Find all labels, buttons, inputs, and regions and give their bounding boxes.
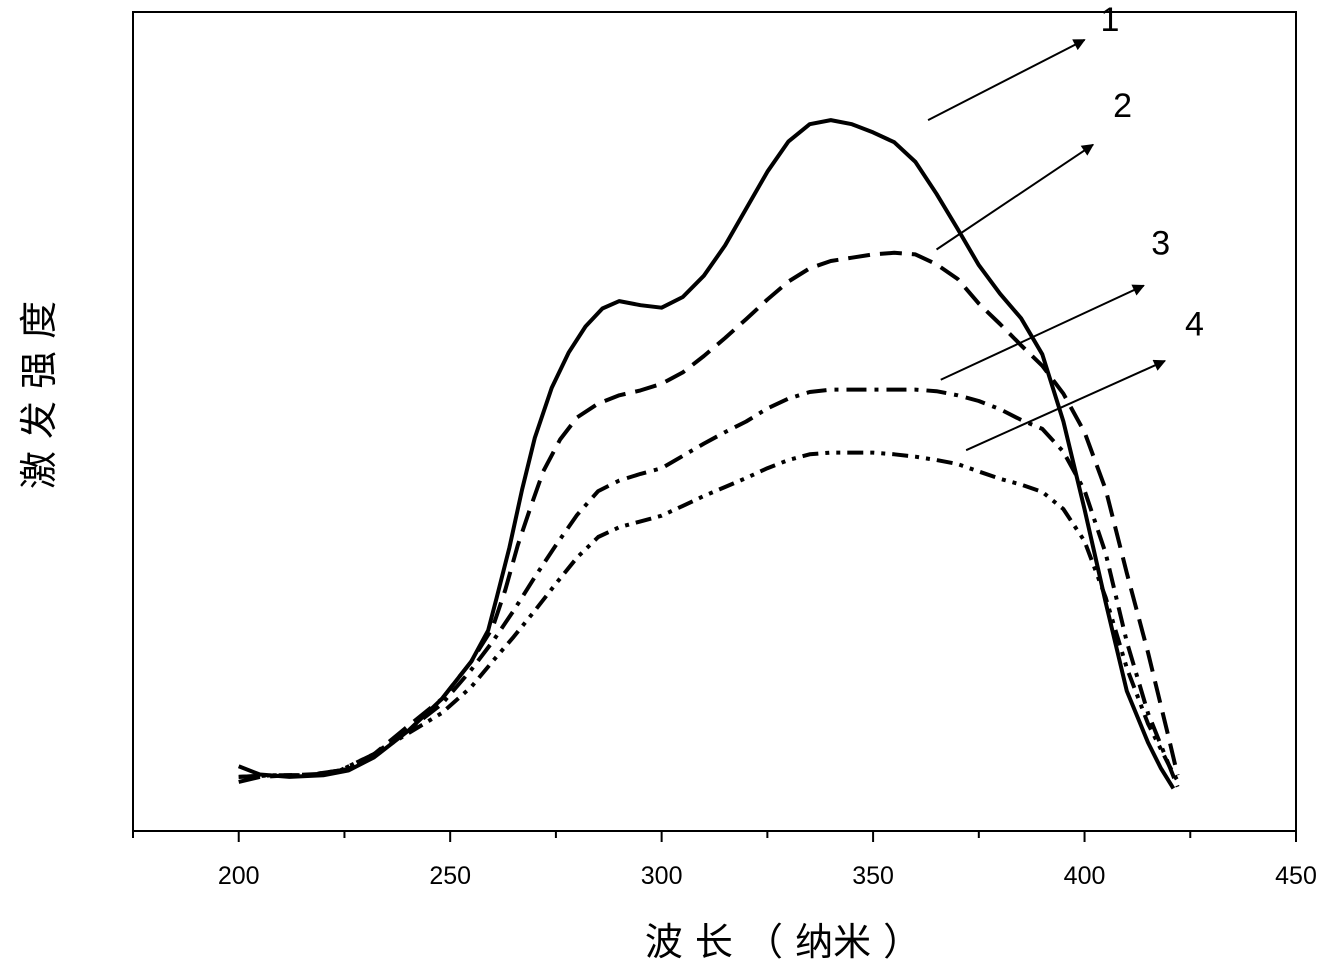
series-line-2 [239,253,1178,782]
x-axis-ticks [133,831,1296,842]
x-tick-label: 450 [1275,862,1317,890]
x-axis-tick-labels: 200 250 300 350 400 450 [218,862,1317,890]
x-tick-label: 250 [429,862,471,890]
excitation-spectrum-chart: 200 250 300 350 400 450 1 2 3 4 波 长 （ 纳米 ） 激 发 强… [0,0,1336,975]
x-tick-label: 300 [641,862,683,890]
annotation-arrow-1 [928,40,1084,120]
series-lines [239,120,1178,788]
x-tick-label: 200 [218,862,260,890]
plot-frame [133,12,1296,831]
x-axis-title: 波 长 （ 纳米 ） [645,920,921,964]
series-label-2: 2 [1113,87,1132,125]
x-tick-label: 350 [852,862,894,890]
series-label-1: 1 [1100,1,1119,39]
series-label-3: 3 [1151,224,1170,262]
series-line-4 [239,453,1178,781]
y-axis-title: 激 发 强 度 [17,301,61,489]
series-line-3 [239,390,1178,787]
series-annotations: 1 2 3 4 [928,1,1204,450]
series-line-1 [239,120,1174,788]
x-tick-label: 400 [1064,862,1106,890]
series-label-4: 4 [1185,306,1204,344]
annotation-arrow-2 [937,145,1093,250]
